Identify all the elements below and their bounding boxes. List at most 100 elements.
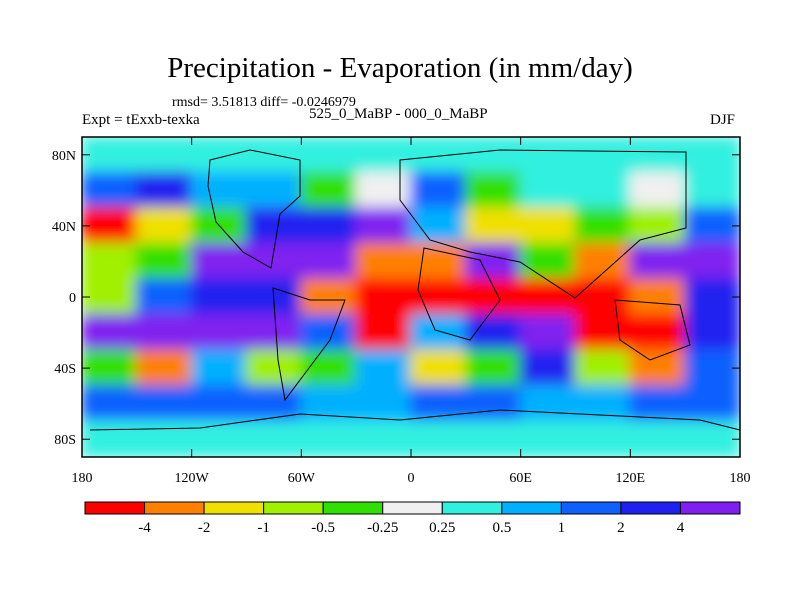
field-cell [464, 242, 522, 281]
field-cell [574, 349, 632, 387]
field-cell [410, 313, 467, 352]
field-cell [684, 171, 740, 210]
antarctica-outline [89, 409, 741, 431]
field-cell [684, 349, 740, 387]
field-cell [629, 384, 687, 423]
y-tick-label: 80N [52, 149, 76, 164]
field-cell [300, 349, 358, 387]
experiment-label: Expt = tExxb-texka [82, 112, 200, 128]
colorbar-label: 2 [617, 520, 625, 536]
field-cell [300, 207, 358, 245]
field-cell [355, 420, 412, 457]
field-cell [519, 420, 577, 457]
field-cell [355, 242, 412, 281]
colorbar-swatch [501, 501, 562, 515]
africa-outline [417, 247, 501, 341]
field-cell [684, 207, 740, 245]
colorbar-label: -4 [138, 520, 151, 536]
field-cell [464, 349, 522, 387]
x-tick-label: 60W [288, 471, 316, 486]
x-tick-label: 120E [616, 471, 646, 486]
x-tick-label: 180 [72, 471, 93, 486]
field-cell [519, 384, 577, 423]
field-cell [574, 313, 632, 352]
field-cell [135, 171, 193, 210]
field-cell [410, 171, 467, 210]
field-cell [410, 137, 467, 174]
continent-outlines [89, 149, 741, 431]
field-cell [410, 349, 467, 387]
field-cell [574, 384, 632, 423]
field-cell [410, 384, 467, 423]
field-cell [300, 420, 358, 457]
field-cell [574, 278, 632, 316]
field-cell [245, 171, 303, 210]
north-america-outline [207, 149, 301, 269]
field-cell [82, 242, 138, 281]
field-cell [410, 420, 467, 457]
field-cell [135, 313, 193, 352]
field-cell [135, 137, 193, 174]
y-tick-label: 0 [69, 291, 76, 306]
field-cell [135, 349, 193, 387]
field-cell [464, 137, 522, 174]
x-tick-label: 60E [509, 471, 532, 486]
field-cell [464, 313, 522, 352]
field-cell [245, 420, 303, 457]
field-cell [519, 242, 577, 281]
colorbar-label: -1 [257, 520, 270, 536]
field-cell [629, 137, 687, 174]
x-tick-label: 180 [730, 471, 751, 486]
field-cell [355, 313, 412, 352]
field-cell [300, 137, 358, 174]
colorbar-swatch [560, 501, 622, 515]
field-cell [684, 313, 740, 352]
field-cell [135, 207, 193, 245]
field-cell [464, 171, 522, 210]
field-cell [355, 278, 412, 316]
field-cell [519, 137, 577, 174]
field-cell [355, 349, 412, 387]
field-cell [629, 242, 687, 281]
field-cell [135, 242, 193, 281]
field-cell [135, 278, 193, 316]
colorbar-label: -0.25 [367, 520, 398, 536]
field-cell [82, 278, 138, 316]
south-america-outline [272, 287, 346, 402]
field-cell [519, 349, 577, 387]
field-cell [355, 137, 412, 174]
field-cell [519, 278, 577, 316]
field-cell [190, 420, 248, 457]
field-cell [629, 349, 687, 387]
field-cell [190, 137, 248, 174]
x-axis: 180 120W 60W 0 60E 120E 180 [72, 137, 751, 486]
field-cell [300, 278, 358, 316]
field-cell [464, 207, 522, 245]
colorbar-swatch [263, 501, 324, 515]
field-cell [245, 384, 303, 423]
comparison-subtitle: 525_0_MaBP - 000_0_MaBP [309, 106, 488, 122]
chart-title: Precipitation - Evaporation (in mm/day) [167, 52, 633, 84]
field-cell [245, 349, 303, 387]
field-cell [629, 207, 687, 245]
field-cell [82, 349, 138, 387]
field-cell [629, 278, 687, 316]
season-label: DJF [710, 112, 736, 128]
colorbar-label: 4 [677, 520, 685, 536]
field-cell [629, 313, 687, 352]
field-cell [629, 171, 687, 210]
field-cell [629, 420, 687, 457]
field-cell [410, 242, 467, 281]
colorbar-swatch [382, 501, 443, 515]
field-cell [355, 171, 412, 210]
field-cell [574, 207, 632, 245]
colorbar-swatch [203, 501, 265, 515]
field-cell [574, 242, 632, 281]
eurasia-outline [399, 149, 687, 299]
field-cell [684, 420, 740, 457]
field-cell [245, 207, 303, 245]
field-cell [190, 313, 248, 352]
y-axis: 80N 40N 0 40S 80S [52, 149, 740, 448]
field-cell [300, 242, 358, 281]
field-cell [519, 171, 577, 210]
